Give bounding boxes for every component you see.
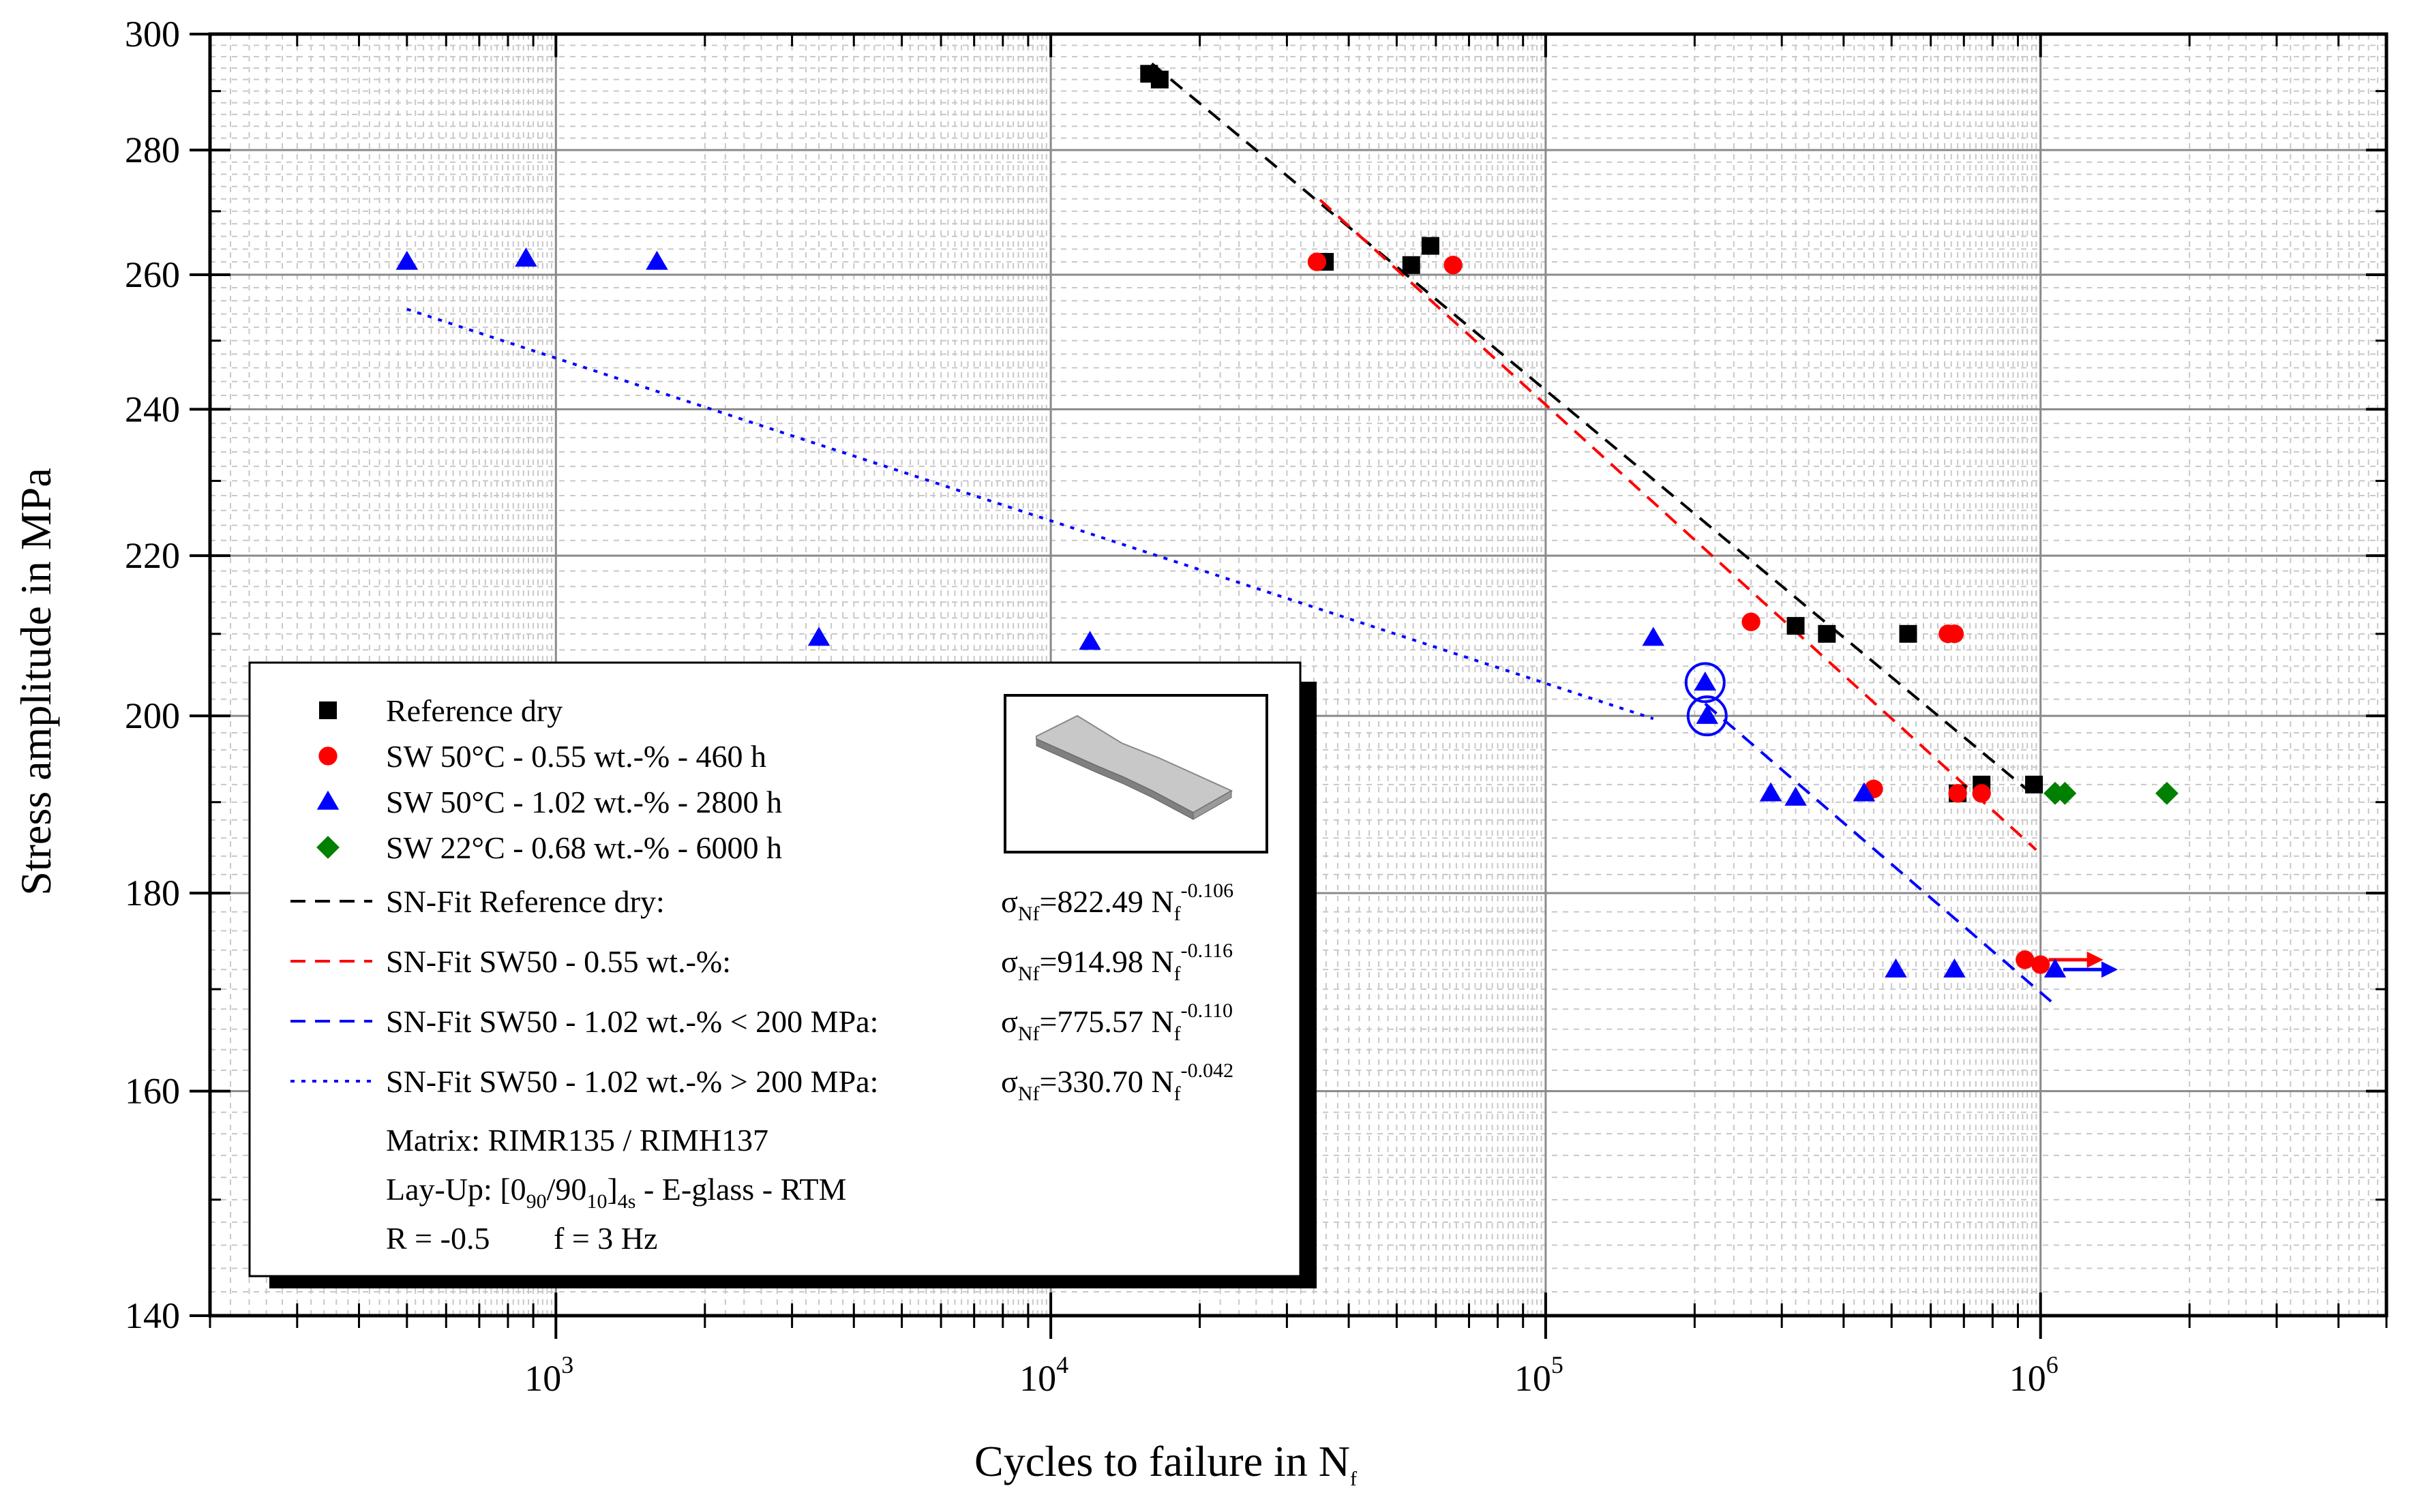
legend-notes: Matrix: RIMR135 / RIMH137 Lay-Up: [090/9… <box>386 1123 846 1256</box>
data-point <box>2025 775 2043 793</box>
data-point <box>1972 784 1991 803</box>
y-tick-label: 180 <box>125 873 180 913</box>
runout-arrow-head <box>2086 951 2103 968</box>
data-point <box>515 247 537 267</box>
data-point <box>1948 784 1967 803</box>
data-point <box>1818 624 1836 643</box>
x-tick-label: 103 <box>524 1351 573 1399</box>
data-point <box>1853 782 1876 802</box>
fit-line <box>1151 62 2031 793</box>
data-point <box>1642 626 1664 646</box>
data-point <box>1079 631 1101 650</box>
y-tick-label: 160 <box>125 1071 180 1112</box>
fit-line <box>406 307 1654 721</box>
fit-lines <box>406 62 2052 1003</box>
y-tick-label: 240 <box>125 389 180 429</box>
frequency-note: f = 3 Hz <box>554 1221 657 1256</box>
y-tick-label: 280 <box>125 130 180 170</box>
highlight-circles <box>1684 662 1728 737</box>
legend-marker <box>319 701 337 719</box>
data-point <box>1943 958 1966 978</box>
runout-arrow-head <box>2101 961 2118 978</box>
data-point <box>1402 256 1420 274</box>
data-point <box>1741 612 1761 631</box>
legend-marker <box>316 790 340 810</box>
legend-label: SW 50°C - 1.02 wt.-% - 2800 h <box>386 785 782 819</box>
data-point <box>395 250 419 270</box>
data-point <box>1945 624 1964 644</box>
data-point <box>2043 958 2067 978</box>
data-point <box>807 626 830 646</box>
legend-label: SN-Fit SW50 - 1.02 wt.-% > 200 MPa: <box>386 1064 878 1099</box>
data-point <box>1784 786 1807 806</box>
data-point <box>1899 624 1917 643</box>
data-point <box>1759 782 1782 802</box>
x-axis-title: Cycles to failure in Nf <box>974 1437 1357 1490</box>
data-point <box>1443 256 1463 275</box>
highlight-circle <box>1684 662 1726 704</box>
legend-marker <box>316 836 340 859</box>
plot-frame <box>208 32 2388 1318</box>
fit-equation: σNf=775.57 Nf-0.110 <box>1001 999 1233 1045</box>
r-ratio-note: R = -0.5 <box>386 1221 490 1256</box>
data-point <box>2016 950 2035 969</box>
legend-label: SN-Fit Reference dry: <box>386 884 665 919</box>
legend-label: SW 50°C - 0.55 wt.-% - 460 h <box>386 739 766 774</box>
legend-entries: Reference dry SW 50°C - 0.55 wt.-% - 460 … <box>290 693 1233 1105</box>
data-point <box>1421 237 1439 255</box>
legend: Reference dry SW 50°C - 0.55 wt.-% - 460 … <box>248 661 1317 1288</box>
specimen-image <box>1004 694 1268 853</box>
data-point <box>2031 955 2050 974</box>
data-point <box>1885 958 1907 978</box>
y-tick-label: 220 <box>125 535 180 576</box>
data-points <box>395 65 2178 978</box>
y-axis-title: Stress amplitude in MPa <box>12 468 60 896</box>
y-tick-label: 260 <box>125 254 180 295</box>
x-tick-label: 105 <box>1514 1351 1563 1399</box>
fit-equation: σNf=822.49 Nf-0.106 <box>1001 879 1233 925</box>
layup-note: Lay-Up: [090/9010]4s - E-glass - RTM <box>386 1172 846 1213</box>
legend-marker <box>318 746 338 766</box>
fit-equation: σNf=914.98 Nf-0.116 <box>1001 939 1233 985</box>
highlight-circle <box>1686 695 1728 737</box>
y-tick-label: 140 <box>125 1295 180 1336</box>
fit-equation: σNf=330.70 Nf-0.042 <box>1001 1059 1233 1105</box>
fit-line <box>1704 702 2052 1003</box>
minor-grid <box>209 34 2387 1316</box>
legend-label: Reference dry <box>386 693 563 728</box>
data-point <box>2053 781 2077 805</box>
data-point <box>2155 781 2178 805</box>
data-point <box>1307 252 1327 271</box>
data-point <box>1786 617 1805 635</box>
legend-label: SW 22°C - 0.68 wt.-% - 6000 h <box>386 830 782 865</box>
x-tick-label: 104 <box>1019 1351 1068 1399</box>
data-point <box>1150 70 1169 89</box>
y-tick-label: 300 <box>125 14 180 55</box>
fit-line <box>1319 198 2037 851</box>
data-point <box>1694 671 1717 691</box>
x-tick-label: 106 <box>2009 1351 2058 1399</box>
y-tick-label: 200 <box>125 695 180 736</box>
axes <box>190 32 2388 1339</box>
data-point <box>1696 704 1718 724</box>
tick-labels: 140 160 180 200 220 240 260 280 300 103 104 105 106 <box>125 14 2058 1399</box>
legend-label: SN-Fit SW50 - 1.02 wt.-% < 200 MPa: <box>386 1004 878 1039</box>
data-point <box>646 250 668 270</box>
matrix-note: Matrix: RIMR135 / RIMH137 <box>386 1123 768 1158</box>
legend-label: SN-Fit SW50 - 0.55 wt.-%: <box>386 944 731 979</box>
